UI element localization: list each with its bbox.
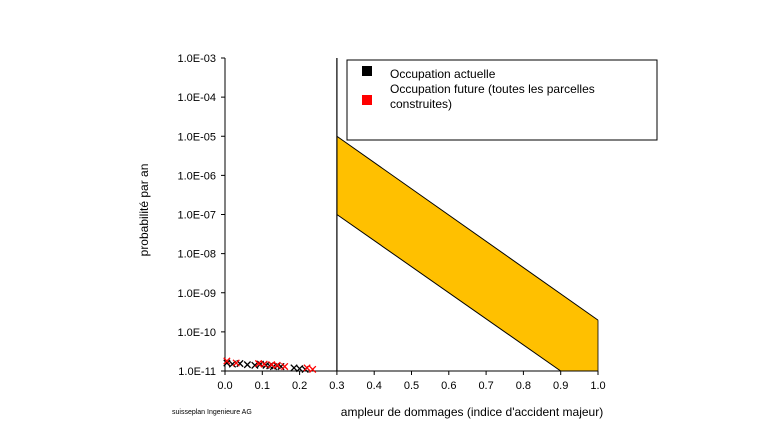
x-tick-label: 0.9	[553, 380, 568, 392]
legend-label-future-1: Occupation future (toutes les parcelles	[390, 82, 595, 96]
legend-box	[346, 59, 658, 141]
legend-swatch-future	[362, 95, 372, 105]
point-actuelle	[223, 359, 231, 367]
y-axis-title: probabilité par an	[137, 164, 151, 257]
x-axis-title: ampleur de dommages (indice d'accident m…	[341, 405, 603, 419]
point-future	[260, 360, 268, 368]
y-tick-label: 1.0E-08	[177, 249, 216, 261]
band-area	[336, 136, 598, 371]
point-future	[308, 365, 317, 374]
data-points	[223, 357, 317, 374]
x-ticks: 0.0 0.1 0.2 0.3 0.4 0.5 0.6 0.7 0.8 0.9 1.0	[217, 371, 606, 392]
point-future	[232, 359, 240, 367]
y-tick-label: 1.0E-03	[177, 53, 216, 65]
point-future	[273, 361, 281, 369]
point-future	[281, 362, 289, 371]
x-tick-label: 0.8	[516, 380, 531, 392]
x-tick-label: 1.0	[590, 380, 605, 392]
y-tick-label: 1.0E-09	[177, 288, 216, 300]
y-tick-label: 1.0E-11	[178, 366, 216, 378]
x-tick-label: 0.6	[441, 380, 456, 392]
y-tick-label: 1.0E-07	[177, 210, 216, 222]
x-tick-label: 0.1	[255, 380, 270, 392]
x-tick-label: 0.3	[329, 380, 344, 392]
legend: Occupation actuelle Occupation future (t…	[346, 59, 658, 141]
x-tick-label: 0.2	[292, 380, 307, 392]
legend-label-actuelle: Occupation actuelle	[390, 67, 496, 81]
legend-swatch-actuelle	[362, 66, 372, 76]
legend-label-future-2: construites)	[390, 97, 452, 111]
point-actuelle	[243, 361, 252, 369]
point-actuelle	[251, 361, 259, 369]
y-tick-label: 1.0E-10	[177, 327, 216, 339]
y-tick-label: 1.0E-04	[177, 92, 216, 104]
y-tick-label: 1.0E-06	[177, 170, 216, 182]
y-ticks: 1.0E-03 1.0E-04 1.0E-05 1.0E-06 1.0E-07 1.0E-…	[177, 53, 225, 378]
x-tick-label: 0.7	[478, 380, 493, 392]
point-future	[223, 357, 231, 365]
credit-text: suisseplan Ingenieure AG	[172, 409, 252, 416]
point-future	[303, 364, 311, 372]
x-tick-label: 0.4	[367, 380, 382, 392]
y-tick-label: 1.0E-05	[177, 131, 216, 143]
x-tick-label: 0.0	[217, 380, 232, 392]
x-tick-label: 0.5	[404, 380, 419, 392]
band-upper-line	[336, 135, 599, 321]
band-lower-line	[336, 214, 561, 372]
band-layer	[336, 135, 599, 372]
